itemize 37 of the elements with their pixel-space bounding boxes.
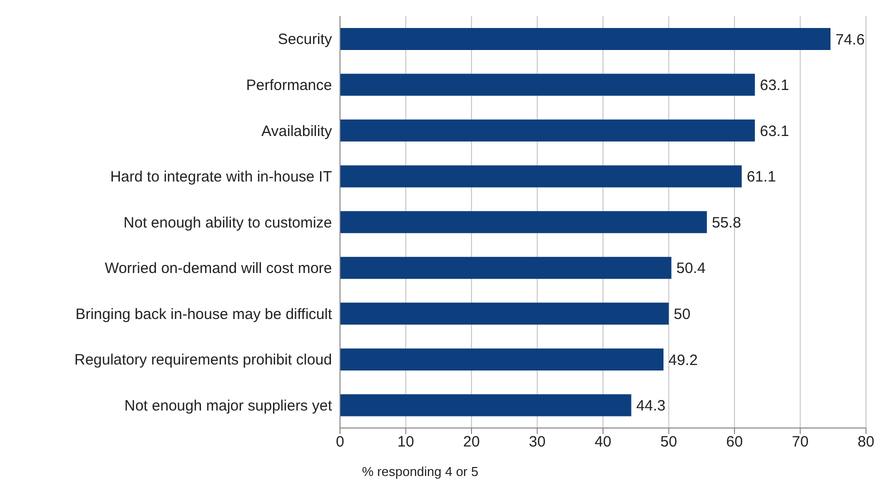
data-label: 44.3 (636, 398, 666, 415)
data-label: 61.1 (746, 168, 776, 186)
data-label: 49.2 (668, 352, 698, 369)
data-label: 50.4 (676, 260, 706, 278)
bar (340, 348, 664, 370)
bar (340, 120, 755, 142)
data-label: 55.8 (712, 214, 742, 232)
y-tick-label: Bringing back in-house may be difficult (75, 306, 333, 323)
x-tick-label: 60 (726, 434, 743, 451)
data-label: 63.1 (760, 77, 790, 94)
x-tick-label: 0 (336, 434, 344, 451)
bar (340, 74, 755, 96)
bar (340, 28, 830, 50)
y-tick-label: Not enough ability to customize (124, 214, 332, 232)
x-tick-label: 20 (463, 434, 480, 451)
y-tick-label: Not enough major suppliers yet (124, 397, 333, 414)
y-tick-label: Security (278, 31, 332, 48)
bar (340, 302, 669, 325)
bar (340, 211, 707, 234)
bar (340, 256, 672, 279)
y-tick-label: Worried on-demand will cost more (104, 260, 332, 278)
y-tick-label: Availability (261, 122, 332, 140)
x-tick-label: 80 (858, 434, 874, 451)
x-tick-label: 50 (660, 434, 678, 451)
x-tick-label: 30 (528, 434, 546, 451)
y-tick-label: Performance (246, 76, 332, 94)
x-axis-title: % responding 4 or 5 (362, 464, 478, 479)
x-tick-label: 10 (397, 434, 414, 451)
data-label: 63.1 (760, 122, 790, 140)
bar (340, 394, 632, 416)
y-tick-label: Regulatory requirements prohibit cloud (74, 352, 332, 369)
bar (340, 165, 742, 188)
data-label: 74.6 (835, 31, 865, 48)
data-label: 50 (674, 306, 690, 323)
x-tick-label: 40 (594, 434, 612, 451)
x-tick-label: 70 (792, 434, 809, 451)
y-tick-label: Hard to integrate with in-house IT (110, 168, 332, 186)
